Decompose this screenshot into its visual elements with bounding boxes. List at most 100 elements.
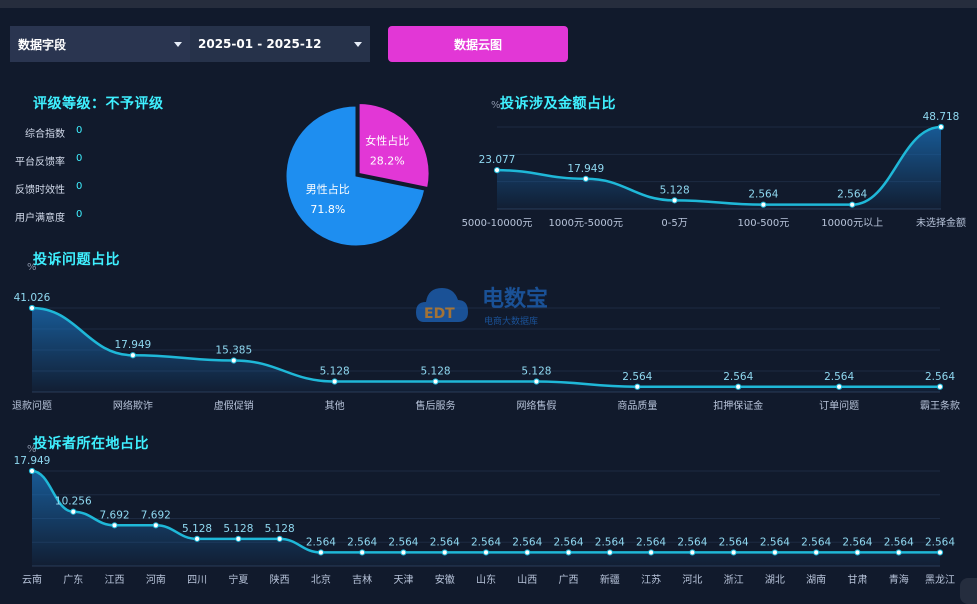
- data-point[interactable]: [193, 535, 201, 542]
- top-strip: [0, 0, 977, 8]
- rating-value: 0: [76, 125, 83, 136]
- data-point[interactable]: [760, 201, 767, 208]
- data-point[interactable]: [634, 383, 641, 390]
- data-point[interactable]: [671, 197, 678, 204]
- date-range-value: 2025-01 - 2025-12: [198, 37, 322, 51]
- data-point[interactable]: [606, 549, 613, 556]
- data-point[interactable]: [849, 201, 856, 208]
- data-point[interactable]: [235, 535, 242, 542]
- data-point[interactable]: [441, 549, 448, 556]
- rating-value: 0: [76, 181, 83, 192]
- data-point[interactable]: [493, 167, 501, 174]
- x-tick-label: 扣押保证金: [713, 399, 763, 412]
- x-tick-label: 退款问题: [12, 399, 52, 412]
- data-point[interactable]: [400, 549, 407, 556]
- rating-label: 平台反馈率: [15, 157, 65, 168]
- x-tick-label: 北京: [311, 573, 331, 586]
- data-point[interactable]: [730, 549, 737, 556]
- data-point[interactable]: [936, 549, 944, 556]
- pie-slice-label: 男性占比: [306, 182, 350, 196]
- rating-value: 0: [76, 209, 83, 220]
- data-point[interactable]: [359, 549, 366, 556]
- pie-slice[interactable]: [358, 102, 430, 189]
- data-point[interactable]: [836, 383, 843, 390]
- x-tick-label: 黑龙江: [925, 573, 955, 586]
- x-tick-label: 甘肃: [847, 573, 867, 586]
- gender-pie-chart: 女性占比 28.2% 男性占比 71.8%: [285, 102, 430, 247]
- data-point[interactable]: [936, 383, 944, 390]
- rating-title: 评级等级：不予评级: [33, 96, 164, 112]
- x-tick-label: 山西: [517, 574, 537, 586]
- data-point[interactable]: [331, 378, 338, 385]
- data-point[interactable]: [129, 352, 136, 359]
- data-point[interactable]: [152, 522, 159, 529]
- data-label: 2.564: [306, 536, 336, 548]
- data-point[interactable]: [28, 467, 36, 475]
- data-label: 2.564: [512, 536, 542, 548]
- data-label: 2.564: [719, 536, 749, 548]
- data-label: 2.564: [801, 536, 831, 548]
- data-point[interactable]: [689, 549, 696, 556]
- pie-slice[interactable]: [285, 105, 426, 247]
- data-point[interactable]: [70, 508, 77, 515]
- data-label: 41.026: [14, 292, 51, 304]
- data-point[interactable]: [937, 123, 945, 131]
- data-point[interactable]: [28, 304, 36, 312]
- data-point[interactable]: [276, 535, 283, 542]
- scroll-handle[interactable]: [960, 578, 977, 604]
- rating-label: 综合指数: [25, 129, 65, 140]
- x-tick-label: 10000元以上: [821, 217, 883, 229]
- data-point[interactable]: [565, 549, 572, 556]
- data-label: 2.564: [842, 536, 872, 548]
- data-point[interactable]: [317, 549, 325, 556]
- x-tick-label: 其他: [325, 399, 345, 412]
- x-tick-label: 广东: [63, 573, 83, 586]
- data-point[interactable]: [524, 549, 531, 556]
- series-line: [496, 125, 942, 206]
- data-point[interactable]: [647, 549, 655, 556]
- data-point[interactable]: [813, 549, 820, 556]
- data-label: 2.564: [347, 536, 377, 548]
- date-range-select[interactable]: 2025-01 - 2025-12: [190, 26, 370, 62]
- data-label: 2.564: [636, 536, 666, 548]
- data-point[interactable]: [230, 357, 237, 364]
- x-tick-label: 霸王条款: [920, 399, 960, 412]
- data-label: 5.128: [265, 523, 295, 535]
- rating-value: 0: [76, 153, 83, 164]
- data-label: 5.128: [182, 523, 212, 535]
- data-label: 2.564: [388, 536, 418, 548]
- rating-label: 反馈时效性: [15, 185, 65, 196]
- x-tick-label: 云南: [22, 573, 42, 586]
- x-tick-label: 商品质量: [617, 399, 657, 412]
- data-point[interactable]: [582, 175, 589, 182]
- amount-chart: 23.077 5000-10000元 17.949 1000元-5000元 5.128 0…: [462, 100, 966, 229]
- x-tick-label: 吉林: [352, 573, 372, 586]
- data-label: 5.128: [521, 366, 551, 378]
- x-tick-label: 江苏: [641, 573, 661, 586]
- x-tick-label: 陕西: [270, 573, 290, 586]
- x-tick-label: 广西: [559, 574, 579, 586]
- x-tick-label: 天津: [393, 574, 413, 586]
- data-point[interactable]: [771, 549, 779, 556]
- watermark-name: 电数宝: [482, 286, 548, 312]
- data-cloud-button[interactable]: 数据云图: [388, 26, 568, 62]
- data-point[interactable]: [111, 522, 118, 529]
- field-select[interactable]: 数据字段: [10, 26, 190, 62]
- rating-row: 平台反馈率 0: [10, 153, 100, 168]
- chevron-down-icon: [174, 41, 182, 47]
- data-label: 2.564: [884, 536, 914, 548]
- data-label: 17.949: [14, 455, 51, 467]
- data-point[interactable]: [482, 549, 490, 556]
- data-label: 5.128: [660, 184, 690, 196]
- x-tick-label: 浙江: [724, 574, 744, 586]
- data-point[interactable]: [735, 383, 742, 390]
- data-point[interactable]: [895, 549, 902, 556]
- rating-label: 用户满意度: [15, 213, 65, 224]
- rating-row: 反馈时效性 0: [10, 181, 100, 196]
- data-point[interactable]: [854, 549, 861, 556]
- data-point[interactable]: [432, 378, 439, 385]
- amount-chart-title: 投诉涉及金额占比: [500, 96, 616, 112]
- data-label: 7.692: [100, 509, 130, 521]
- x-tick-label: 河南: [146, 573, 166, 586]
- data-point[interactable]: [533, 378, 540, 385]
